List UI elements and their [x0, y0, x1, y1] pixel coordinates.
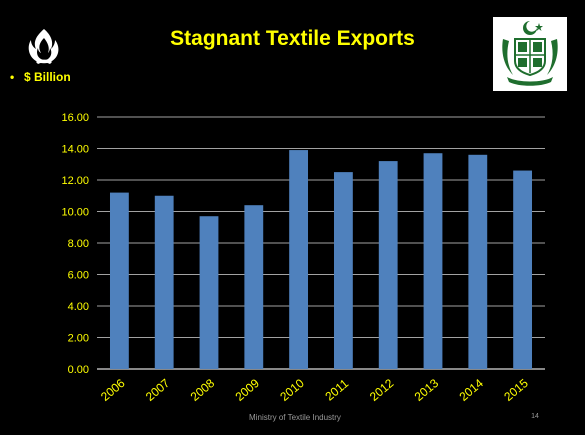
bar-2015 [513, 170, 533, 369]
x-tick-label: 2006 [98, 376, 128, 404]
pakistan-emblem-icon [493, 17, 567, 91]
slide-title: Stagnant Textile Exports [170, 27, 415, 50]
x-tick-label: 2009 [233, 376, 263, 404]
bar-2010 [289, 150, 309, 369]
bar-2014 [468, 154, 488, 369]
x-tick-label: 2011 [322, 376, 351, 404]
footer-text: Ministry of Textile Industry [249, 413, 341, 422]
y-tick-label: 6.00 [68, 270, 89, 282]
y-tick-label: 10.00 [61, 207, 89, 219]
y-tick-label: 2.00 [68, 333, 89, 345]
x-tick-label: 2010 [277, 376, 307, 404]
flame-logo-icon [28, 29, 59, 64]
x-tick-label: 2014 [457, 376, 487, 404]
bar-2013 [423, 153, 443, 369]
chart-bars [109, 150, 533, 369]
x-tick-label: 2007 [143, 376, 173, 404]
y-tick-label: 8.00 [68, 238, 89, 250]
x-tick-label: 2008 [188, 376, 218, 404]
bar-2006 [109, 192, 129, 369]
bar-2012 [378, 161, 398, 369]
unit-label: $ Billion [24, 70, 71, 84]
x-tick-label: 2013 [412, 376, 442, 404]
x-axis-ticks: 2006 2007 2008 2009 2010 2011 2012 2013 2014 2015 [98, 376, 531, 404]
bullet-dot: • [10, 70, 15, 84]
bar-2011 [333, 172, 353, 369]
y-tick-label: 16.00 [61, 112, 89, 124]
y-tick-label: 0.00 [68, 364, 89, 376]
y-axis-ticks: 0.00 2.00 4.00 6.00 8.00 10.00 12.00 14.00 16.00 [61, 112, 89, 376]
x-tick-label: 2015 [501, 376, 531, 404]
page-number: 14 [531, 413, 539, 420]
bar-2007 [154, 195, 174, 369]
unit-bullet: • $ Billion [10, 70, 71, 84]
y-tick-label: 4.00 [68, 301, 89, 313]
x-tick-label: 2012 [367, 376, 397, 404]
y-tick-label: 12.00 [61, 175, 89, 187]
y-tick-label: 14.00 [61, 144, 89, 156]
bar-2009 [244, 205, 264, 369]
bar-2008 [199, 216, 219, 369]
